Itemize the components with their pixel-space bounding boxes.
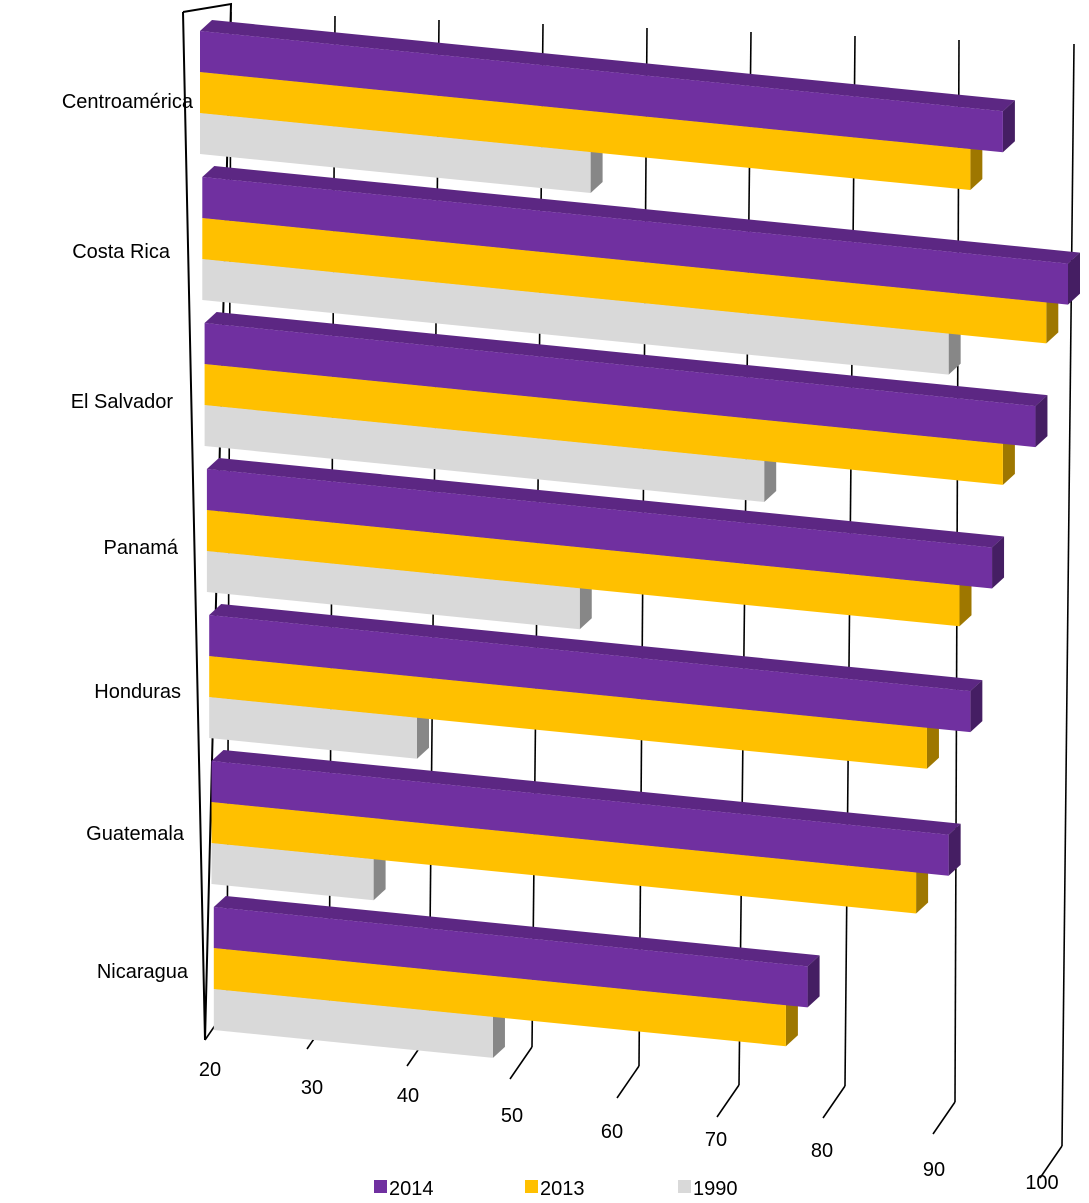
bar-2014-Costa Rica [202,166,1081,305]
category-label: Panamá [104,537,179,559]
bar-2014-Guatemala [211,750,961,876]
category-label: Costa Rica [72,241,171,263]
x-tick-label: 40 [397,1085,419,1107]
category-label: Nicaragua [97,961,189,983]
legend-item-2014: 2014 [374,1178,434,1200]
floor-tick-50 [509,1046,533,1080]
floor-tick-70 [716,1084,740,1118]
legend-label: 1990 [693,1178,738,1200]
bar-2014-El Salvador [204,312,1048,448]
x-tick-labels: 20 30 40 50 60 70 80 90 100 [199,1059,1059,1194]
legend: 2014 2013 1990 [374,1178,738,1200]
x-tick-label: 30 [301,1077,323,1099]
x-tick-label: 50 [501,1105,523,1127]
bar-2014-Centroamérica [200,20,1015,153]
legend-label: 2014 [389,1178,434,1200]
x-tick-label: 20 [199,1059,221,1081]
floor-tick-60 [616,1065,640,1099]
legend-item-2013: 2013 [525,1178,585,1200]
category-labels: Centroamérica Costa Rica El Salvador Panamá… [62,91,194,983]
x-tick-label: 100 [1025,1172,1058,1194]
gridline-100 [1061,43,1075,1147]
legend-swatch [678,1180,691,1193]
floor-tick-80 [822,1085,846,1119]
x-tick-label: 60 [601,1121,623,1143]
bar-2014-Panamá [206,458,1005,589]
bars [200,20,1081,1058]
legend-label: 2013 [540,1178,585,1200]
category-label: Guatemala [86,823,185,845]
x-tick-label: 90 [923,1159,945,1181]
bar-2014-Honduras [209,604,983,733]
floor-tick-100 [1039,1145,1063,1179]
category-label: Honduras [94,681,181,703]
x-tick-label: 70 [705,1129,727,1151]
category-label: Centroamérica [62,91,194,113]
bar-2014-Nicaragua [213,896,820,1008]
floor-tick-90 [932,1101,956,1135]
legend-swatch [525,1180,538,1193]
x-tick-label: 80 [811,1140,833,1162]
legend-item-1990: 1990 [678,1178,738,1200]
legend-swatch [374,1180,387,1193]
category-label: El Salvador [71,391,174,413]
